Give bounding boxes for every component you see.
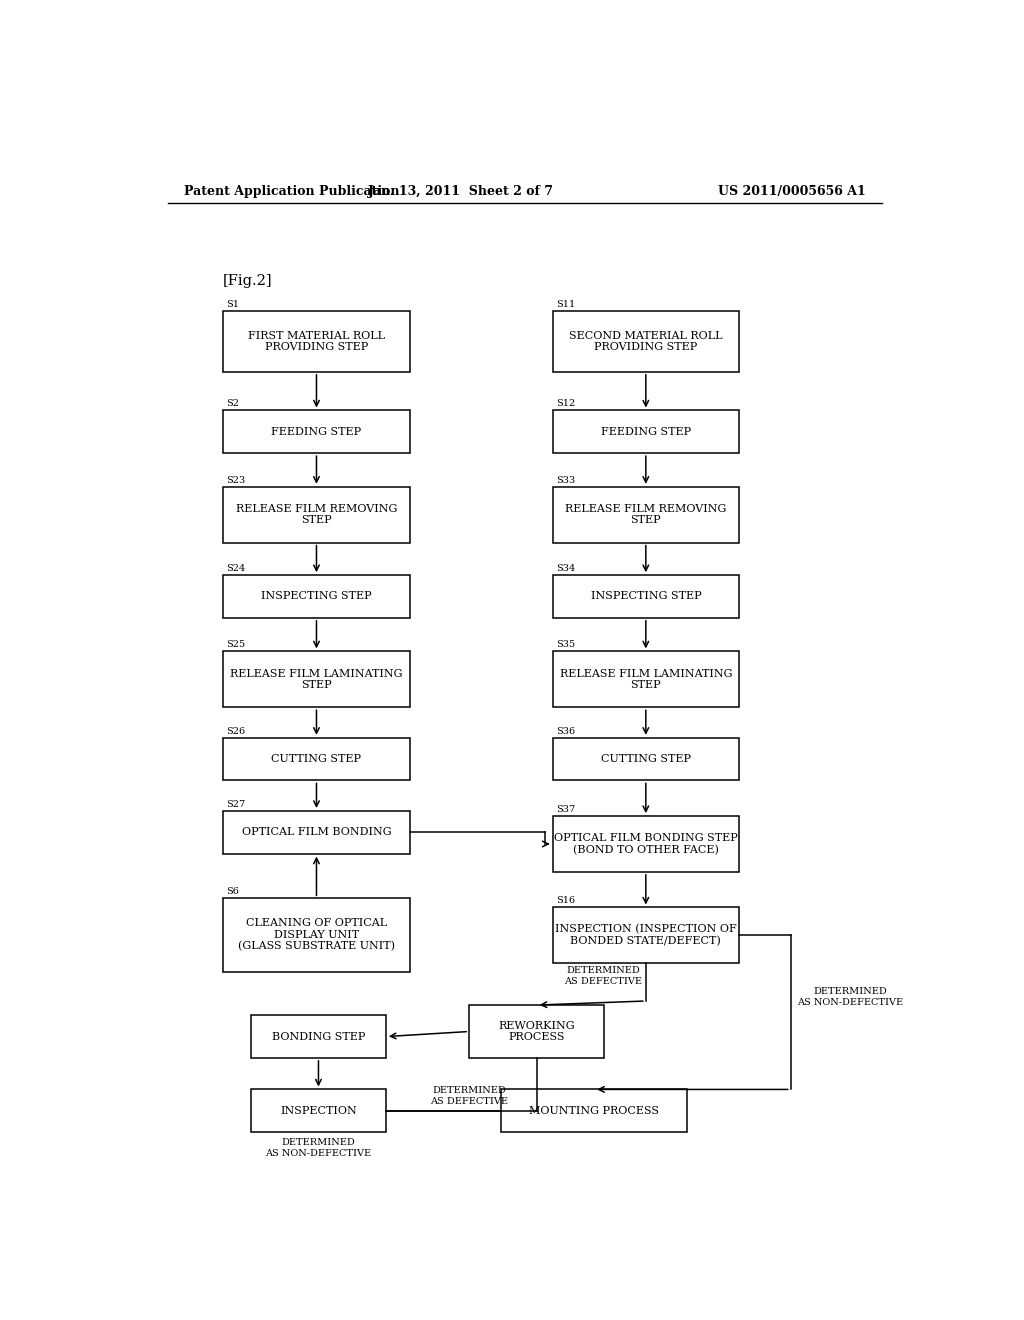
Text: S34: S34 [556,564,575,573]
Text: DETERMINED
AS NON-DEFECTIVE: DETERMINED AS NON-DEFECTIVE [797,987,903,1007]
Text: DETERMINED
AS NON-DEFECTIVE: DETERMINED AS NON-DEFECTIVE [265,1138,372,1158]
Text: S6: S6 [226,887,240,896]
FancyBboxPatch shape [553,576,739,618]
Text: CUTTING STEP: CUTTING STEP [601,754,691,764]
Text: S25: S25 [226,640,246,649]
FancyBboxPatch shape [223,312,410,372]
FancyBboxPatch shape [223,411,410,453]
Text: S2: S2 [226,400,240,408]
Text: S35: S35 [556,640,574,649]
Text: MOUNTING PROCESS: MOUNTING PROCESS [529,1106,659,1115]
Text: S26: S26 [226,727,246,735]
Text: S12: S12 [556,400,575,408]
Text: BONDING STEP: BONDING STEP [271,1031,366,1041]
Text: S33: S33 [556,475,575,484]
Text: CUTTING STEP: CUTTING STEP [271,754,361,764]
Text: S37: S37 [556,805,575,814]
Text: RELEASE FILM REMOVING
STEP: RELEASE FILM REMOVING STEP [236,504,397,525]
FancyBboxPatch shape [223,576,410,618]
FancyBboxPatch shape [223,651,410,708]
FancyBboxPatch shape [553,487,739,543]
Text: RELEASE FILM LAMINATING
STEP: RELEASE FILM LAMINATING STEP [230,668,402,690]
Text: S11: S11 [556,300,575,309]
Text: OPTICAL FILM BONDING: OPTICAL FILM BONDING [242,828,391,837]
FancyBboxPatch shape [251,1015,386,1057]
Text: FEEDING STEP: FEEDING STEP [271,426,361,437]
Text: Jan. 13, 2011  Sheet 2 of 7: Jan. 13, 2011 Sheet 2 of 7 [369,185,554,198]
Text: REWORKING
PROCESS: REWORKING PROCESS [499,1020,575,1043]
Text: S16: S16 [556,896,574,906]
Text: S1: S1 [226,300,240,309]
Text: INSPECTION: INSPECTION [281,1106,356,1115]
Text: S23: S23 [226,475,246,484]
FancyBboxPatch shape [469,1005,604,1057]
Text: DETERMINED
AS DEFECTIVE: DETERMINED AS DEFECTIVE [430,1086,508,1106]
Text: [Fig.2]: [Fig.2] [223,275,272,289]
Text: RELEASE FILM LAMINATING
STEP: RELEASE FILM LAMINATING STEP [559,668,732,690]
FancyBboxPatch shape [251,1089,386,1133]
FancyBboxPatch shape [501,1089,687,1133]
Text: OPTICAL FILM BONDING STEP
(BOND TO OTHER FACE): OPTICAL FILM BONDING STEP (BOND TO OTHER… [554,833,737,855]
FancyBboxPatch shape [553,907,739,964]
Text: DETERMINED
AS DEFECTIVE: DETERMINED AS DEFECTIVE [564,966,642,986]
FancyBboxPatch shape [223,738,410,780]
FancyBboxPatch shape [553,312,739,372]
Text: S36: S36 [556,727,574,735]
Text: S27: S27 [226,800,246,809]
FancyBboxPatch shape [223,899,410,972]
Text: US 2011/0005656 A1: US 2011/0005656 A1 [718,185,866,198]
Text: INSPECTING STEP: INSPECTING STEP [261,591,372,602]
Text: INSPECTING STEP: INSPECTING STEP [591,591,701,602]
FancyBboxPatch shape [553,651,739,708]
Text: Patent Application Publication: Patent Application Publication [183,185,399,198]
Text: SECOND MATERIAL ROLL
PROVIDING STEP: SECOND MATERIAL ROLL PROVIDING STEP [569,330,723,352]
Text: FIRST MATERIAL ROLL
PROVIDING STEP: FIRST MATERIAL ROLL PROVIDING STEP [248,330,385,352]
Text: FEEDING STEP: FEEDING STEP [601,426,691,437]
FancyBboxPatch shape [223,810,410,854]
Text: S24: S24 [226,564,246,573]
Text: INSPECTION (INSPECTION OF
BONDED STATE/DEFECT): INSPECTION (INSPECTION OF BONDED STATE/D… [555,924,736,946]
Text: RELEASE FILM REMOVING
STEP: RELEASE FILM REMOVING STEP [565,504,726,525]
FancyBboxPatch shape [223,487,410,543]
Text: CLEANING OF OPTICAL
DISPLAY UNIT
(GLASS SUBSTRATE UNIT): CLEANING OF OPTICAL DISPLAY UNIT (GLASS … [238,919,395,952]
FancyBboxPatch shape [553,738,739,780]
FancyBboxPatch shape [553,411,739,453]
FancyBboxPatch shape [553,816,739,873]
